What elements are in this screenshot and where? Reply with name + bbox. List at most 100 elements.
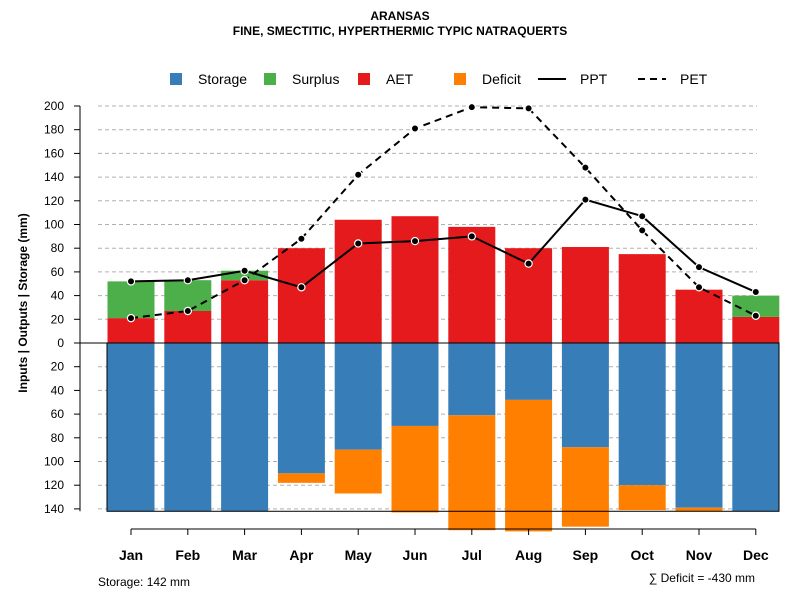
- aet-bar: [221, 280, 269, 343]
- legend-swatch: [170, 73, 182, 85]
- storage-bar: [107, 343, 155, 512]
- surplus-bar: [164, 280, 212, 312]
- pet-point: [694, 283, 704, 292]
- storage-footnote: Storage: 142 mm: [98, 575, 190, 589]
- storage-bar: [334, 343, 382, 450]
- ppt-point: [297, 283, 306, 292]
- ppt-point: [240, 266, 249, 275]
- ppt-point: [524, 259, 533, 268]
- y-axis-label: Inputs | Outputs | Storage (mm): [16, 213, 30, 392]
- aet-bar: [334, 219, 382, 343]
- storage-bar: [561, 343, 609, 448]
- ppt-point: [638, 212, 647, 221]
- aet-bar: [164, 311, 212, 343]
- deficit-footnote: ∑ Deficit = -430 mm: [649, 571, 755, 585]
- storage-bar: [448, 343, 496, 416]
- deficit-bar: [334, 449, 382, 494]
- deficit-bar: [448, 415, 496, 531]
- y-tick-label: 180: [44, 123, 64, 137]
- deficit-bar: [675, 507, 723, 512]
- aet-bar: [732, 316, 780, 343]
- ppt-point: [581, 195, 590, 204]
- aet-bar: [675, 289, 723, 343]
- ppt-point: [126, 277, 136, 286]
- month-label: Jan: [119, 547, 143, 563]
- ppt-point: [410, 236, 420, 246]
- y-tick-label: 140: [44, 502, 64, 516]
- storage-bar: [391, 343, 439, 426]
- ppt-line: [130, 198, 757, 293]
- y-tick-label: 0: [57, 336, 64, 350]
- ppt-point: [183, 275, 192, 285]
- month-label: Dec: [743, 547, 769, 563]
- y-tick-label: 60: [51, 407, 65, 421]
- y-tick-label: 120: [44, 478, 64, 492]
- pet-point: [581, 163, 590, 172]
- deficit-bar: [505, 399, 553, 532]
- pet-line: [130, 106, 757, 320]
- y-tick-label: 20: [51, 312, 65, 326]
- y-tick-label: 160: [44, 146, 64, 160]
- legend-swatch: [454, 73, 466, 85]
- pet-point: [183, 306, 192, 316]
- ppt-point: [694, 262, 704, 272]
- y-tick-label: 80: [51, 431, 65, 445]
- y-tick-label: 100: [44, 218, 64, 232]
- y-tick-label: 120: [44, 194, 64, 208]
- legend-label: Surplus: [292, 71, 339, 87]
- y-tick-label: 40: [51, 383, 65, 397]
- month-label: Jun: [403, 547, 428, 563]
- deficit-bar: [277, 473, 325, 483]
- pet-point: [354, 170, 363, 179]
- storage-bar: [221, 343, 269, 512]
- pet-point: [524, 104, 533, 113]
- legend: Storage Surplus AET Deficit PPT PET: [170, 71, 708, 87]
- chart-subtitle: FINE, SMECTITIC, HYPERTHERMIC TYPIC NATR…: [232, 24, 568, 38]
- pet-point: [240, 275, 249, 285]
- aet-bar: [277, 248, 325, 343]
- pet-point: [297, 234, 306, 243]
- deficit-bar: [391, 425, 439, 513]
- storage-bar: [732, 343, 780, 512]
- legend-label: PET: [680, 71, 708, 87]
- surplus-bar: [107, 281, 155, 319]
- legend-label: Storage: [198, 71, 247, 87]
- aet-bar: [448, 226, 496, 343]
- chart-title: ARANSAS: [370, 9, 430, 23]
- series-lines: [126, 102, 761, 323]
- y-tick-label: 140: [44, 170, 64, 184]
- y-tick-label: 40: [51, 289, 65, 303]
- legend-label: Deficit: [482, 71, 521, 87]
- pet-point: [467, 102, 476, 112]
- month-label: Aug: [515, 547, 542, 563]
- month-label: Sep: [573, 547, 599, 563]
- legend-label: AET: [386, 71, 414, 87]
- aet-bar: [561, 247, 609, 343]
- month-label: Feb: [175, 547, 200, 563]
- y-tick-label: 200: [44, 99, 64, 113]
- aet-bar: [391, 216, 439, 343]
- y-tick-label: 20: [51, 360, 65, 374]
- ppt-point: [751, 287, 761, 297]
- surplus-bar: [732, 295, 780, 317]
- aet-bar: [618, 254, 666, 343]
- legend-label: PPT: [580, 71, 608, 87]
- ppt-point: [354, 239, 363, 248]
- pet-point: [638, 226, 647, 235]
- surplus-bar: [221, 270, 269, 281]
- y-tick-label: 80: [51, 241, 65, 255]
- storage-bar: [618, 343, 666, 486]
- month-label: Nov: [686, 547, 713, 563]
- month-label: Oct: [631, 547, 655, 563]
- axes: 0 20 40 60 80 100 120 140 160 180 200 20 40 60 80 100 12…: [44, 99, 780, 563]
- pet-point: [410, 124, 420, 133]
- month-label: Apr: [289, 547, 314, 563]
- bars: [107, 216, 780, 532]
- storage-bar: [277, 343, 325, 474]
- ppt-point: [467, 232, 476, 241]
- month-label: Jul: [462, 547, 482, 563]
- y-tick-label: 60: [51, 265, 65, 279]
- pet-point: [126, 313, 136, 323]
- legend-swatch: [264, 73, 276, 85]
